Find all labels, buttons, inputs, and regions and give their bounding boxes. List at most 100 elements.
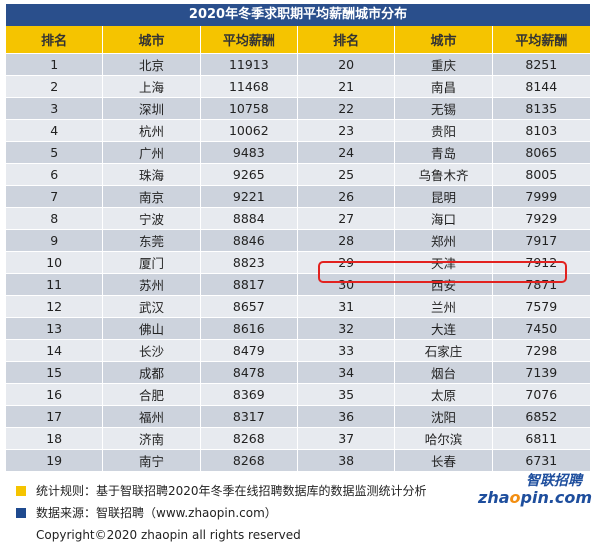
table-row: 17 福州 8317 36 沈阳 6852 xyxy=(6,406,590,428)
table-row: 7 南京 9221 26 昆明 7999 xyxy=(6,186,590,208)
logo-en-text: zhaopin.com xyxy=(478,488,592,507)
table-row: 6 珠海 9265 25 乌鲁木齐 8005 xyxy=(6,164,590,186)
cell-rank-left: 6 xyxy=(6,164,104,186)
table-row: 4 杭州 10062 23 贵阳 8103 xyxy=(6,120,590,142)
cell-rank-right: 33 xyxy=(297,340,396,362)
cell-rank-right: 22 xyxy=(297,98,396,120)
cell-city-right: 太原 xyxy=(395,384,493,406)
cell-rank-left: 14 xyxy=(6,340,104,362)
cell-rank-left: 15 xyxy=(6,362,104,384)
cell-city-right: 郑州 xyxy=(395,230,493,252)
cell-rank-right: 35 xyxy=(297,384,396,406)
cell-rank-right: 37 xyxy=(297,428,396,450)
cell-rank-left: 12 xyxy=(6,296,104,318)
cell-salary-right: 7999 xyxy=(492,186,590,208)
cell-rank-left: 9 xyxy=(6,230,104,252)
table-row: 16 合肥 8369 35 太原 7076 xyxy=(6,384,590,406)
cell-salary-left: 9483 xyxy=(200,142,298,164)
cell-city-left: 福州 xyxy=(103,406,201,428)
footer: 统计规则：基于智联招聘2020年冬季在线招聘数据库的数据监测统计分析 数据来源：… xyxy=(16,480,586,546)
cell-city-left: 南京 xyxy=(103,186,201,208)
cell-city-left: 南宁 xyxy=(103,450,201,472)
cell-city-right: 烟台 xyxy=(395,362,493,384)
cell-city-right: 海口 xyxy=(395,208,493,230)
cell-salary-right: 6811 xyxy=(492,428,590,450)
copyright-text: Copyright©2020 zhaopin all rights reserv… xyxy=(36,528,301,542)
cell-city-right: 乌鲁木齐 xyxy=(395,164,493,186)
cell-salary-left: 11468 xyxy=(200,76,298,98)
cell-salary-right: 6731 xyxy=(492,450,590,472)
cell-city-right: 天津 xyxy=(395,252,493,274)
header-rank-left: 排名 xyxy=(6,26,104,54)
cell-rank-right: 32 xyxy=(297,318,396,340)
cell-salary-left: 8657 xyxy=(200,296,298,318)
table-row: 14 长沙 8479 33 石家庄 7298 xyxy=(6,340,590,362)
cell-city-left: 宁波 xyxy=(103,208,201,230)
cell-salary-left: 11913 xyxy=(200,54,298,76)
cell-salary-right: 8144 xyxy=(492,76,590,98)
cell-salary-right: 8005 xyxy=(492,164,590,186)
rule-note: 统计规则：基于智联招聘2020年冬季在线招聘数据库的数据监测统计分析 xyxy=(16,480,586,502)
cell-city-left: 武汉 xyxy=(103,296,201,318)
cell-city-right: 无锡 xyxy=(395,98,493,120)
cell-city-right: 重庆 xyxy=(395,54,493,76)
cell-rank-left: 4 xyxy=(6,120,104,142)
header-salary-right: 平均薪酬 xyxy=(492,26,590,54)
cell-city-left: 北京 xyxy=(103,54,201,76)
cell-city-right: 沈阳 xyxy=(395,406,493,428)
cell-salary-right: 7929 xyxy=(492,208,590,230)
cell-city-right: 贵阳 xyxy=(395,120,493,142)
cell-rank-left: 7 xyxy=(6,186,104,208)
cell-rank-left: 16 xyxy=(6,384,104,406)
cell-city-left: 杭州 xyxy=(103,120,201,142)
cell-salary-right: 7298 xyxy=(492,340,590,362)
rule-text: 统计规则：基于智联招聘2020年冬季在线招聘数据库的数据监测统计分析 xyxy=(36,484,427,498)
cell-salary-left: 10062 xyxy=(200,120,298,142)
cell-rank-right: 36 xyxy=(297,406,396,428)
cell-city-left: 广州 xyxy=(103,142,201,164)
cell-rank-left: 13 xyxy=(6,318,104,340)
table-row: 3 深圳 10758 22 无锡 8135 xyxy=(6,98,590,120)
cell-salary-right: 7076 xyxy=(492,384,590,406)
cell-rank-right: 31 xyxy=(297,296,396,318)
table-row: 5 广州 9483 24 青岛 8065 xyxy=(6,142,590,164)
cell-city-right: 青岛 xyxy=(395,142,493,164)
table-header-row: 排名 城市 平均薪酬 排名 城市 平均薪酬 xyxy=(6,26,590,54)
table-row: 15 成都 8478 34 烟台 7139 xyxy=(6,362,590,384)
cell-city-right: 石家庄 xyxy=(395,340,493,362)
cell-rank-left: 8 xyxy=(6,208,104,230)
highlight-box xyxy=(318,261,567,283)
cell-city-left: 成都 xyxy=(103,362,201,384)
cell-city-right: 哈尔滨 xyxy=(395,428,493,450)
table-row: 9 东莞 8846 28 郑州 7917 xyxy=(6,230,590,252)
cell-city-left: 济南 xyxy=(103,428,201,450)
cell-rank-left: 11 xyxy=(6,274,104,296)
cell-city-left: 东莞 xyxy=(103,230,201,252)
cell-city-left: 合肥 xyxy=(103,384,201,406)
cell-salary-left: 9221 xyxy=(200,186,298,208)
cell-salary-right: 7450 xyxy=(492,318,590,340)
cell-rank-right: 28 xyxy=(297,230,396,252)
table-row: 12 武汉 8657 31 兰州 7579 xyxy=(6,296,590,318)
cell-rank-left: 2 xyxy=(6,76,104,98)
source-note: 数据来源：智联招聘（www.zhaopin.com） xyxy=(16,502,586,524)
cell-city-left: 珠海 xyxy=(103,164,201,186)
table-body: 1 北京 11913 20 重庆 8251 2 上海 11468 21 南昌 8144 3 深圳 10758… xyxy=(6,54,590,472)
cell-rank-left: 17 xyxy=(6,406,104,428)
yellow-square-icon xyxy=(16,486,26,496)
cell-salary-left: 8823 xyxy=(200,252,298,274)
cell-salary-right: 7139 xyxy=(492,362,590,384)
cell-salary-left: 8817 xyxy=(200,274,298,296)
source-text: 数据来源：智联招聘（www.zhaopin.com） xyxy=(36,506,277,520)
cell-rank-right: 25 xyxy=(297,164,396,186)
salary-table-panel: 2020年冬季求职期平均薪酬城市分布 排名 城市 平均薪酬 排名 城市 平均薪酬… xyxy=(6,4,590,472)
cell-rank-right: 23 xyxy=(297,120,396,142)
table-row: 8 宁波 8884 27 海口 7929 xyxy=(6,208,590,230)
cell-rank-right: 27 xyxy=(297,208,396,230)
cell-rank-right: 24 xyxy=(297,142,396,164)
cell-city-right: 长春 xyxy=(395,450,493,472)
table-title: 2020年冬季求职期平均薪酬城市分布 xyxy=(6,4,590,26)
cell-city-right: 兰州 xyxy=(395,296,493,318)
cell-rank-left: 1 xyxy=(6,54,104,76)
cell-city-right: 南昌 xyxy=(395,76,493,98)
